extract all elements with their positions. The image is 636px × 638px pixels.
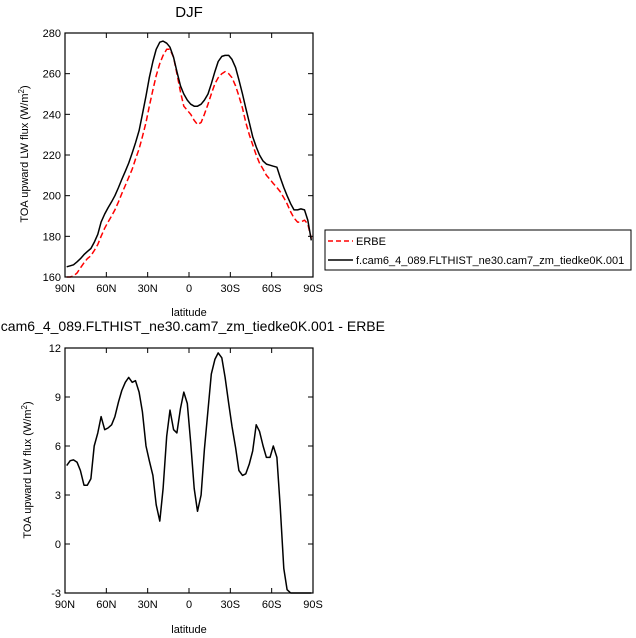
bottom-x-tick-label: 90S [303,599,323,611]
bottom-y-tick-label: -3 [51,588,61,600]
top-y-tick-label: 160 [43,272,61,284]
bottom-y-tick-label: 12 [49,343,61,355]
bottom-chart-plot-frame [64,347,314,594]
top-y-tick-label: 220 [43,150,61,162]
bottom-series-line-0 [66,352,312,594]
bottom-chart-x-axis-label: latitude [171,624,206,636]
top-x-tick-label: 0 [186,283,192,295]
bottom-chart-y-axis-label: TOA upward LW flux (W/m2) [20,401,34,538]
bottom-x-tick-label: 60N [96,599,116,611]
top-y-tick-label: 200 [43,191,61,203]
top-x-tick-label: 30S [221,283,241,295]
top-x-tick-label: 90N [55,283,75,295]
bottom-x-tick-label: 30N [138,599,158,611]
bottom-y-tick-label: 3 [55,490,61,502]
top-series-line-0 [66,48,313,278]
top-chart-x-axis-label: latitude [171,307,206,319]
top-chart-ticks: 90N 60N 30N 0 30S 60S 90S 160 180 200 220 240 260 280 [43,28,323,295]
top-chart-series-group [66,40,313,278]
bottom-y-tick-label: 0 [55,539,61,551]
top-series-line-1 [66,40,313,268]
top-y-tick-label: 240 [43,109,61,121]
bottom-x-tick-label: 90N [55,599,75,611]
top-chart-y-axis-label-main: TOA upward LW flux (W/m [19,93,31,222]
bottom-chart-series-group [66,352,312,594]
bottom-x-tick-label: 30S [221,599,241,611]
legend-label-model: f.cam6_4_089.FLTHIST_ne30.cam7_zm_tiedke… [356,255,624,267]
bottom-chart-y-axis-label-text: TOA upward LW flux (W/m2) [20,401,34,538]
top-chart-legend: ERBE f.cam6_4_089.FLTHIST_ne30.cam7_zm_t… [324,229,632,271]
bottom-chart-y-axis-label-sup: 2 [20,404,29,409]
bottom-chart-title: f.cam6_4_089.FLTHIST_ne30.cam7_zm_tiedke… [0,318,385,334]
top-chart-plot-frame [64,32,314,278]
top-y-tick-label: 280 [43,28,61,40]
top-chart-y-axis-label-sup: 2 [17,88,26,93]
top-chart-y-axis-label-close: ) [19,85,31,89]
top-x-tick-label: 60N [96,283,116,295]
bottom-x-tick-label: 60S [262,599,282,611]
top-chart-title: DJF [175,4,203,21]
bottom-chart-y-axis-label-close: ) [22,401,34,405]
top-x-tick-label: 60S [262,283,282,295]
bottom-x-tick-label: 0 [186,599,192,611]
bottom-y-tick-label: 6 [55,441,61,453]
top-chart: DJF TOA upward LW flux (W/m2) 90N 60N 30N 0… [17,4,632,319]
top-x-tick-label: 30N [138,283,158,295]
top-chart-y-axis-label-text: TOA upward LW flux (W/m2) [17,85,31,222]
top-x-tick-label: 90S [303,283,323,295]
bottom-y-tick-label: 9 [55,392,61,404]
bottom-chart-ticks: 90N 60N 30N 0 30S 60S 90S -3 0 3 6 9 12 [49,343,323,611]
top-y-tick-label: 180 [43,231,61,243]
bottom-chart: f.cam6_4_089.FLTHIST_ne30.cam7_zm_tiedke… [0,318,385,636]
top-y-tick-label: 260 [43,69,61,81]
legend-label-erbe: ERBE [356,236,386,248]
bottom-chart-y-axis-label-main: TOA upward LW flux (W/m [22,409,34,538]
top-chart-y-axis-label: TOA upward LW flux (W/m2) [17,85,31,222]
legend-box [324,229,632,271]
